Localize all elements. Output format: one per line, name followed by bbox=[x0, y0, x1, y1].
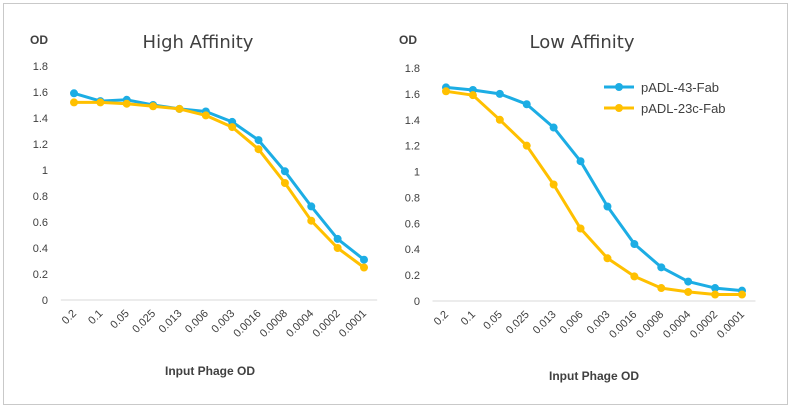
charts-canvas: High Affinity OD Input Phage OD 0 0.2 0.4 0… bbox=[0, 0, 793, 410]
data-point bbox=[738, 291, 746, 299]
data-point bbox=[523, 142, 531, 150]
y-tick-label: 0.4 bbox=[405, 244, 420, 256]
x-tick-label: 0.0008 bbox=[258, 308, 290, 340]
x-tick-label: 0.0002 bbox=[688, 309, 720, 341]
chart-title: High Affinity bbox=[143, 32, 254, 53]
legend-swatch-marker bbox=[615, 83, 623, 91]
x-tick-label: 0.0004 bbox=[284, 308, 316, 340]
series-line bbox=[446, 87, 742, 290]
y-tick-label: 0.2 bbox=[33, 269, 48, 281]
series-line bbox=[74, 93, 364, 259]
series-line bbox=[74, 102, 364, 267]
data-point bbox=[202, 111, 210, 119]
data-point bbox=[70, 98, 78, 106]
x-axis-label: Input Phage OD bbox=[549, 369, 639, 383]
data-point bbox=[255, 145, 263, 153]
data-point bbox=[577, 225, 585, 233]
y-tick-label: 1.6 bbox=[33, 87, 48, 99]
data-point bbox=[442, 87, 450, 95]
y-tick-label: 0.6 bbox=[405, 218, 420, 230]
data-point bbox=[496, 116, 504, 124]
series-line bbox=[446, 91, 742, 294]
x-tick-label: 0.0001 bbox=[715, 309, 747, 341]
data-point bbox=[496, 90, 504, 98]
legend-label: pADL-43-Fab bbox=[641, 80, 719, 95]
x-tick-label: 0.013 bbox=[531, 309, 559, 337]
data-point bbox=[334, 235, 342, 243]
legend-swatch-marker bbox=[615, 104, 623, 112]
y-tick-label: 0.8 bbox=[405, 192, 420, 204]
data-point bbox=[307, 202, 315, 210]
data-point bbox=[334, 244, 342, 252]
data-point bbox=[711, 291, 719, 299]
data-point bbox=[577, 157, 585, 165]
data-point bbox=[550, 124, 558, 132]
data-point bbox=[630, 240, 638, 248]
data-point bbox=[228, 123, 236, 131]
data-point bbox=[70, 89, 78, 97]
y-tick-label: 0.4 bbox=[33, 243, 48, 255]
x-tick-label: 0.2 bbox=[432, 309, 451, 328]
data-point bbox=[657, 263, 665, 271]
x-tick-label: 0.1 bbox=[86, 308, 105, 327]
y-tick-label: 0 bbox=[42, 295, 48, 307]
y-tick-label: 1.4 bbox=[405, 115, 420, 127]
x-tick-label: 0.025 bbox=[504, 309, 532, 337]
x-tick-label: 0.013 bbox=[157, 308, 185, 336]
x-tick-label: 0.0016 bbox=[607, 309, 639, 341]
x-tick-label: 0.05 bbox=[481, 309, 505, 333]
x-tick-label: 0.0002 bbox=[310, 308, 342, 340]
y-tick-label: 1 bbox=[42, 165, 48, 177]
data-point bbox=[603, 203, 611, 211]
y-tick-label: 1.8 bbox=[33, 61, 48, 73]
data-point bbox=[550, 181, 558, 189]
x-tick-label: 0.0001 bbox=[337, 308, 369, 340]
y-tick-label: 0 bbox=[414, 296, 420, 308]
y-tick-label: 1.8 bbox=[405, 63, 420, 75]
y-tick-label: 1.6 bbox=[405, 89, 420, 101]
legend: pADL-43-Fab pADL-23c-Fab bbox=[604, 80, 726, 116]
x-tick-label: 0.05 bbox=[108, 308, 132, 332]
chart-high-affinity: High Affinity OD Input Phage OD 0 0.2 0.4 0… bbox=[30, 32, 377, 378]
data-point bbox=[630, 272, 638, 280]
x-tick-label: 0.0016 bbox=[231, 308, 263, 340]
x-axis-label: Input Phage OD bbox=[165, 364, 255, 378]
x-tick-label: 0.2 bbox=[60, 308, 79, 327]
x-tick-label: 0.006 bbox=[558, 309, 586, 337]
y-tick-label: 0.8 bbox=[33, 191, 48, 203]
data-point bbox=[149, 102, 157, 110]
data-point bbox=[281, 179, 289, 187]
y-tick-label: 1 bbox=[414, 167, 420, 179]
data-point bbox=[360, 264, 368, 272]
legend-label: pADL-23c-Fab bbox=[641, 101, 726, 116]
data-point bbox=[469, 91, 477, 99]
y-tick-label: 1.4 bbox=[33, 113, 48, 125]
data-point bbox=[255, 136, 263, 144]
y-axis-label: OD bbox=[399, 33, 417, 47]
x-tick-label: 0.025 bbox=[130, 308, 158, 336]
x-tick-label: 0.0008 bbox=[634, 309, 666, 341]
chart-low-affinity: Low Affinity OD Input Phage OD 0 0.2 0.4 0.… bbox=[399, 32, 755, 383]
y-tick-label: 1.2 bbox=[33, 139, 48, 151]
data-point bbox=[684, 278, 692, 286]
data-point bbox=[657, 284, 665, 292]
data-point bbox=[281, 167, 289, 175]
data-point bbox=[523, 100, 531, 108]
data-point bbox=[360, 256, 368, 264]
data-point bbox=[96, 98, 104, 106]
data-point bbox=[123, 100, 131, 108]
x-tick-label: 0.0004 bbox=[661, 309, 693, 341]
chart-title: Low Affinity bbox=[529, 32, 634, 53]
x-tick-label: 0.006 bbox=[183, 308, 211, 336]
data-point bbox=[307, 217, 315, 225]
y-tick-label: 0.2 bbox=[405, 270, 420, 282]
y-axis-label: OD bbox=[30, 33, 48, 47]
data-point bbox=[684, 288, 692, 296]
data-point bbox=[175, 105, 183, 113]
x-tick-label: 0.1 bbox=[459, 309, 478, 328]
y-tick-label: 1.2 bbox=[405, 141, 420, 153]
y-tick-label: 0.6 bbox=[33, 217, 48, 229]
data-point bbox=[603, 254, 611, 262]
